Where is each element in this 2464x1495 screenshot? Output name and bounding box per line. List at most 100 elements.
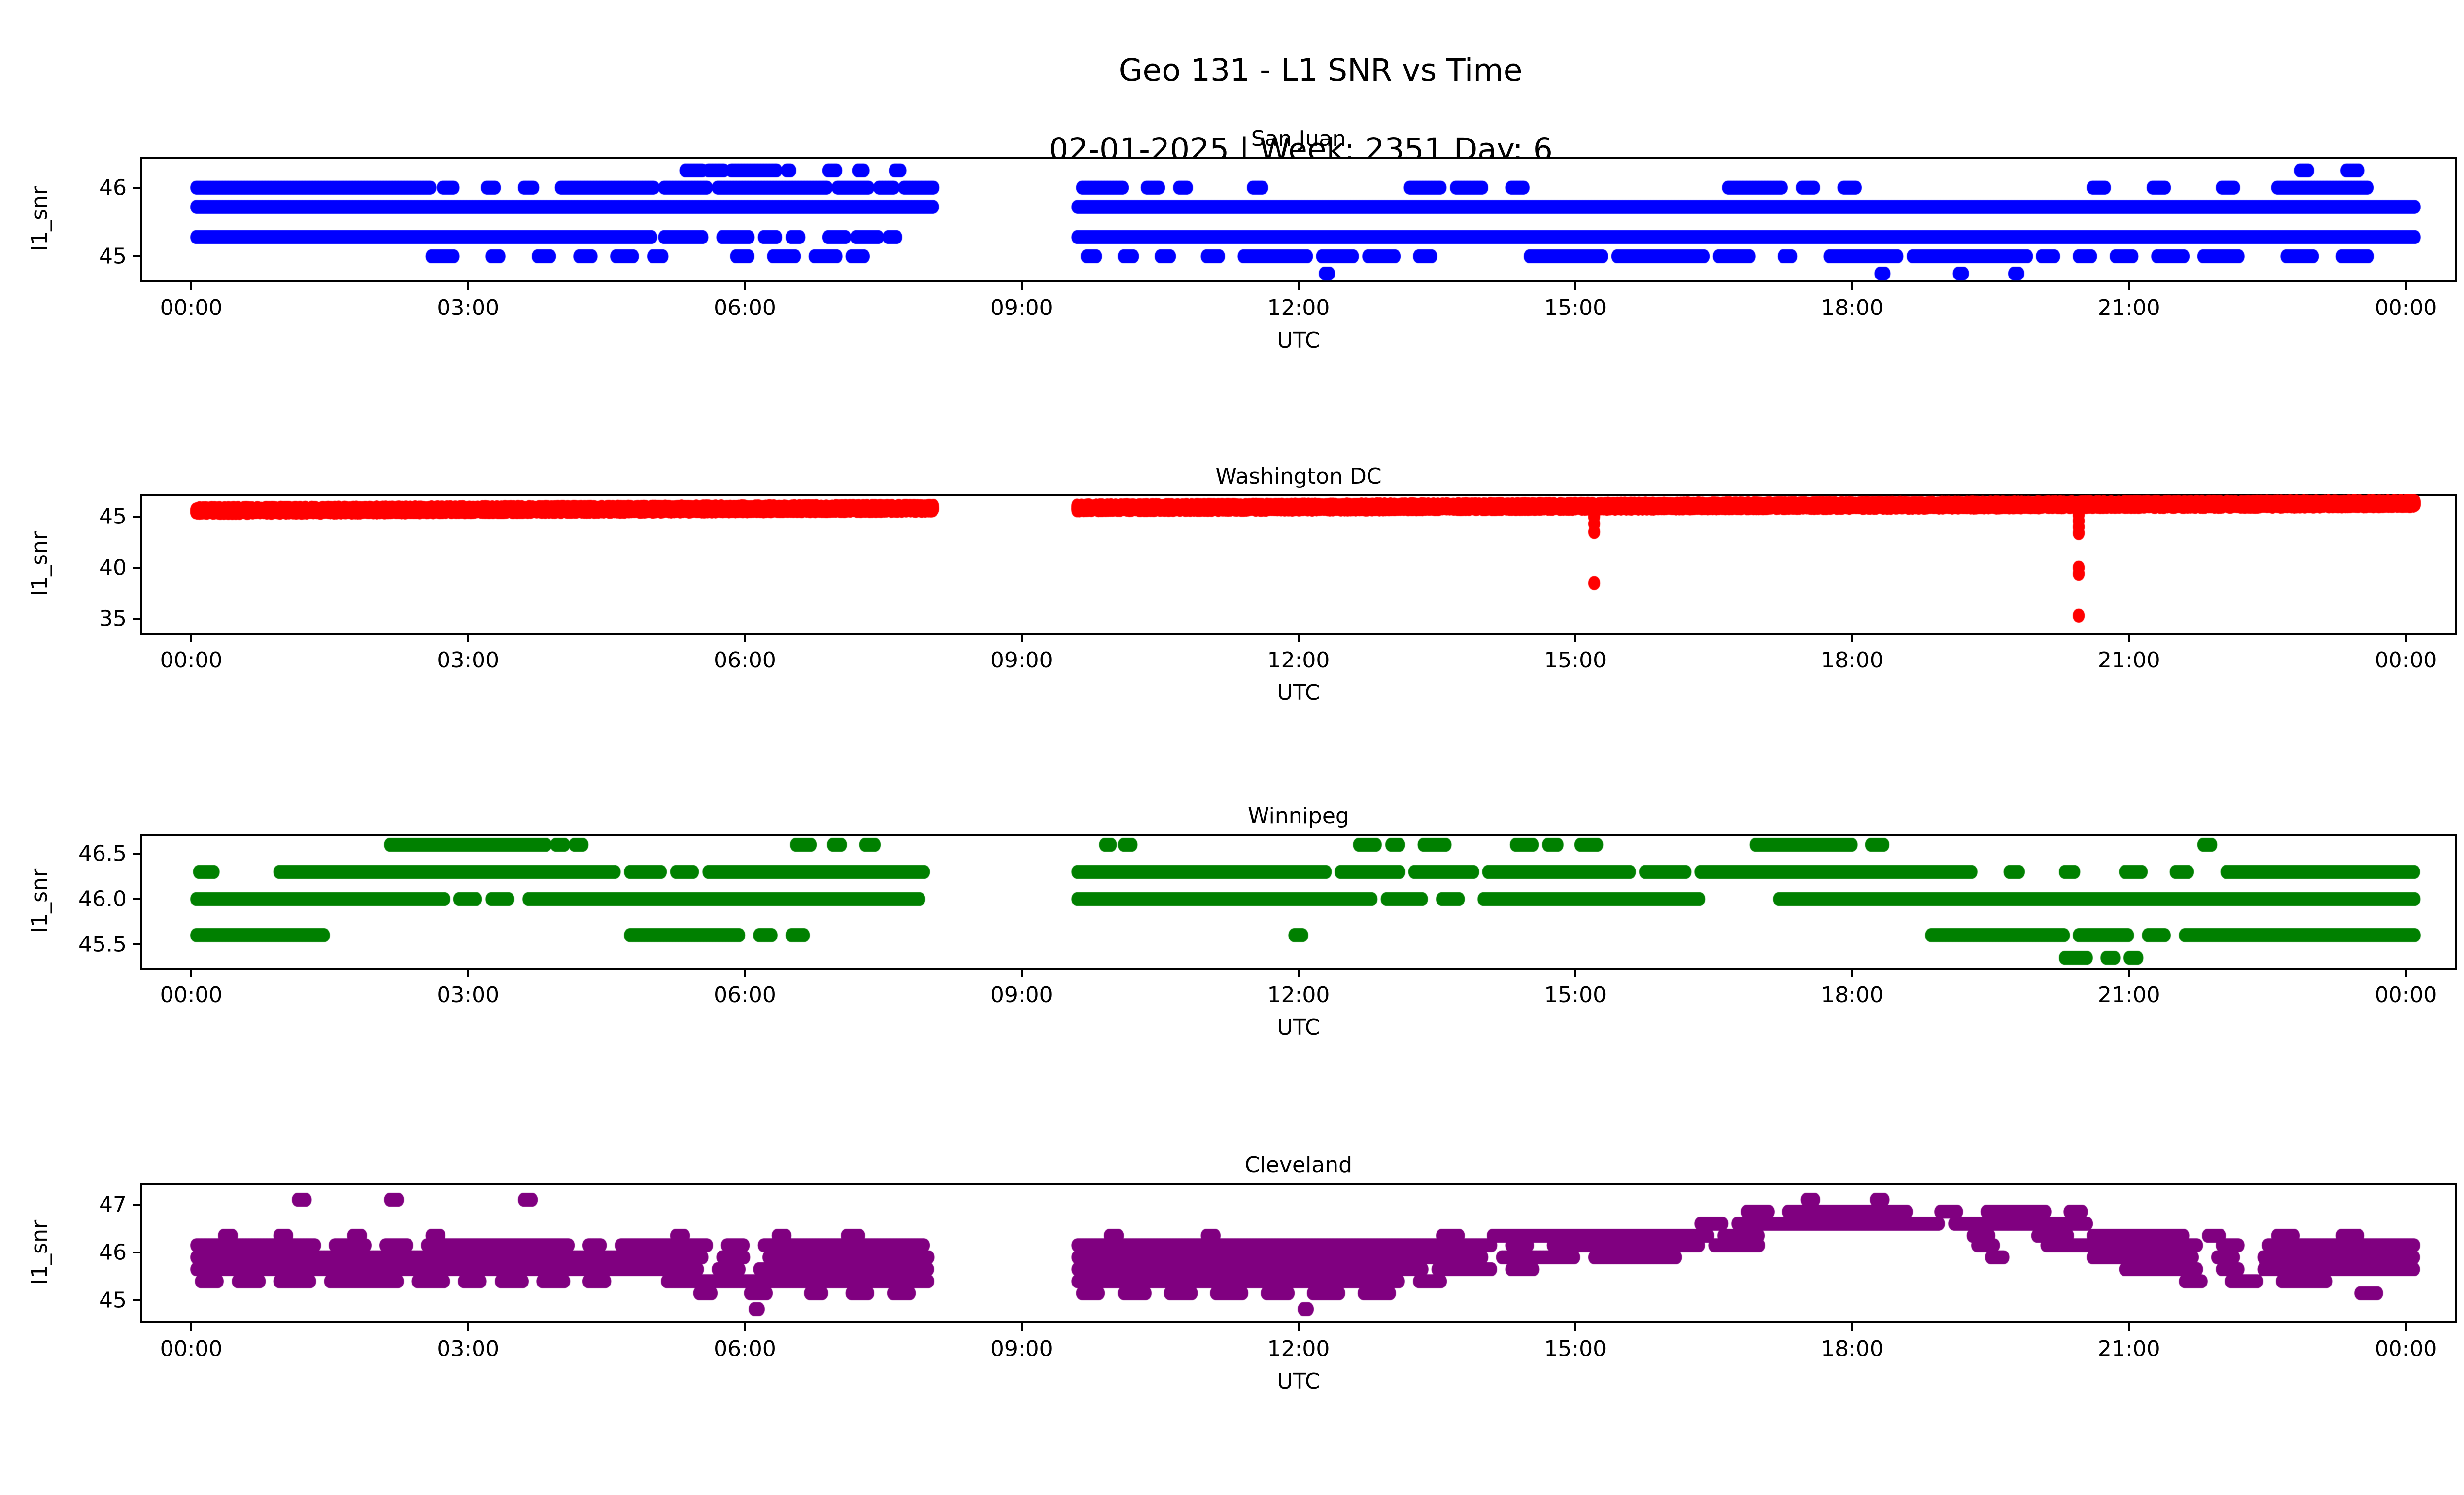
x-tick-label: 03:00 <box>437 982 500 1008</box>
x-tick-label: 15:00 <box>1544 1336 1607 1361</box>
y-tick-label: 45 <box>99 504 127 529</box>
subplot-title: Cleveland <box>1244 1152 1353 1178</box>
x-tick-label: 09:00 <box>990 648 1053 673</box>
y-tick-mark <box>133 617 140 620</box>
y-tick-label: 35 <box>99 606 127 631</box>
y-axis-label: l1_snr <box>27 1219 52 1285</box>
x-axis-label: UTC <box>1277 680 1320 705</box>
x-tick-label: 18:00 <box>1821 1336 1883 1361</box>
y-tick-mark <box>133 255 140 258</box>
figure-suptitle: Geo 131 - L1 SNR vs Time 02-01-2025 | We… <box>0 11 2464 249</box>
x-tick-label: 09:00 <box>990 982 1053 1008</box>
x-tick-label: 03:00 <box>437 648 500 673</box>
y-tick-label: 45 <box>99 1287 127 1313</box>
y-tick-mark <box>133 898 140 900</box>
x-tick-mark <box>2128 970 2130 977</box>
y-tick-mark <box>133 943 140 945</box>
y-tick-mark <box>133 516 140 518</box>
x-tick-mark <box>1851 970 1853 977</box>
x-tick-label: 15:00 <box>1544 982 1607 1008</box>
x-tick-label: 03:00 <box>437 295 500 320</box>
x-tick-mark <box>1851 635 1853 642</box>
x-tick-mark <box>1574 970 1576 977</box>
x-tick-mark <box>467 635 469 642</box>
subplot-san-juan: San Juan 45 46 l1_snr 00:00 03:00 06:00 09:00 12… <box>27 126 2457 353</box>
x-tick-label: 00:00 <box>2374 648 2437 673</box>
x-tick-label: 12:00 <box>1267 648 1330 673</box>
y-tick-label: 47 <box>99 1192 127 1217</box>
x-tick-mark <box>1574 635 1576 642</box>
x-tick-mark <box>190 970 192 977</box>
x-tick-label: 06:00 <box>714 648 776 673</box>
x-tick-label: 09:00 <box>990 295 1053 320</box>
scatter-points <box>140 494 2457 635</box>
x-tick-mark <box>1298 1323 1300 1331</box>
x-tick-label: 00:00 <box>160 982 223 1008</box>
x-tick-mark <box>1021 1323 1023 1331</box>
suptitle-line-1: Geo 131 - L1 SNR vs Time <box>1118 52 1523 88</box>
x-tick-mark <box>744 635 746 642</box>
x-tick-mark <box>467 1323 469 1331</box>
y-tick-label: 45 <box>99 243 127 269</box>
x-tick-mark <box>2405 970 2407 977</box>
x-tick-mark <box>1574 282 1576 290</box>
x-tick-mark <box>2128 1323 2130 1331</box>
x-tick-mark <box>744 1323 746 1331</box>
subplot-title: San Juan <box>1251 126 1346 151</box>
subplot-washington-dc: Washington DC 35 40 45 l1_snr 00:00 03:00 06:00… <box>27 464 2457 705</box>
x-tick-label: 21:00 <box>2097 1336 2160 1361</box>
x-tick-label: 03:00 <box>437 1336 500 1361</box>
x-tick-label: 12:00 <box>1267 295 1330 320</box>
x-tick-label: 00:00 <box>160 295 223 320</box>
x-tick-mark <box>2405 282 2407 290</box>
y-axis-label: l1_snr <box>27 868 52 933</box>
x-tick-mark <box>467 282 469 290</box>
x-tick-mark <box>190 1323 192 1331</box>
x-tick-mark <box>1851 1323 1853 1331</box>
x-tick-label: 12:00 <box>1267 1336 1330 1361</box>
x-tick-label: 18:00 <box>1821 295 1883 320</box>
y-tick-mark <box>133 186 140 189</box>
x-tick-mark <box>190 635 192 642</box>
x-tick-mark <box>1298 970 1300 977</box>
y-tick-label: 40 <box>99 555 127 581</box>
x-tick-mark <box>1298 282 1300 290</box>
x-tick-label: 06:00 <box>714 982 776 1008</box>
x-tick-label: 21:00 <box>2097 648 2160 673</box>
x-tick-label: 15:00 <box>1544 295 1607 320</box>
subplot-title: Washington DC <box>1215 464 1382 489</box>
y-tick-label: 46.5 <box>78 841 127 867</box>
y-tick-label: 45.5 <box>78 932 127 957</box>
x-axis-label: UTC <box>1277 1015 1320 1040</box>
x-tick-label: 06:00 <box>714 1336 776 1361</box>
y-tick-mark <box>133 1203 140 1206</box>
x-tick-mark <box>1574 1323 1576 1331</box>
x-tick-label: 18:00 <box>1821 648 1883 673</box>
y-tick-mark <box>133 1299 140 1302</box>
x-tick-label: 00:00 <box>2374 982 2437 1008</box>
x-axis-label: UTC <box>1277 328 1320 353</box>
scatter-points <box>140 157 2457 282</box>
x-axis-label: UTC <box>1277 1369 1320 1394</box>
subplot-winnipeg: Winnipeg 45.5 46.0 46.5 l1_snr 00:00 03:00 06:0… <box>27 803 2457 1040</box>
x-tick-mark <box>2128 635 2130 642</box>
x-tick-mark <box>1021 282 1023 290</box>
x-tick-label: 15:00 <box>1544 648 1607 673</box>
y-tick-label: 46.0 <box>78 886 127 912</box>
subplot-title: Winnipeg <box>1248 803 1349 829</box>
x-tick-mark <box>744 282 746 290</box>
y-tick-mark <box>133 566 140 569</box>
y-tick-mark <box>133 1252 140 1254</box>
x-tick-mark <box>1851 282 1853 290</box>
y-axis-label: l1_snr <box>27 531 52 596</box>
x-tick-mark <box>2405 1323 2407 1331</box>
x-tick-label: 09:00 <box>990 1336 1053 1361</box>
y-tick-label: 46 <box>99 175 127 201</box>
x-tick-mark <box>744 970 746 977</box>
x-tick-label: 00:00 <box>2374 1336 2437 1361</box>
x-tick-mark <box>467 970 469 977</box>
x-tick-label: 18:00 <box>1821 982 1883 1008</box>
x-tick-mark <box>190 282 192 290</box>
scatter-points <box>140 834 2457 970</box>
